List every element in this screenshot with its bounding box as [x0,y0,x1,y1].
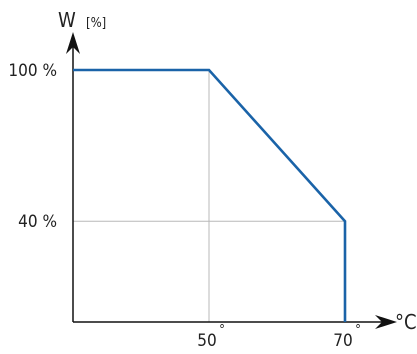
x-tick-degree-label: ° [219,323,225,338]
y-axis-label: W [58,8,76,32]
x-axis-arrow-icon [375,315,397,329]
series-line-0 [73,68,347,322]
x-tick-label: 70 [333,331,352,351]
y-tick-label: 100 % [8,61,57,81]
x-tick-degree-label: ° [355,323,361,338]
x-tick-label: 50 [197,331,216,351]
tick-labels: 40 %100 %50°70° [8,61,361,351]
y-tick-label: 40 % [18,212,57,232]
y-axis-arrow-icon [66,32,80,54]
series-lines [73,68,347,322]
y-axis-unit: [%] [86,16,106,31]
x-axis-label: °C [395,310,417,334]
grid-lines [73,70,345,322]
axes [66,32,397,329]
